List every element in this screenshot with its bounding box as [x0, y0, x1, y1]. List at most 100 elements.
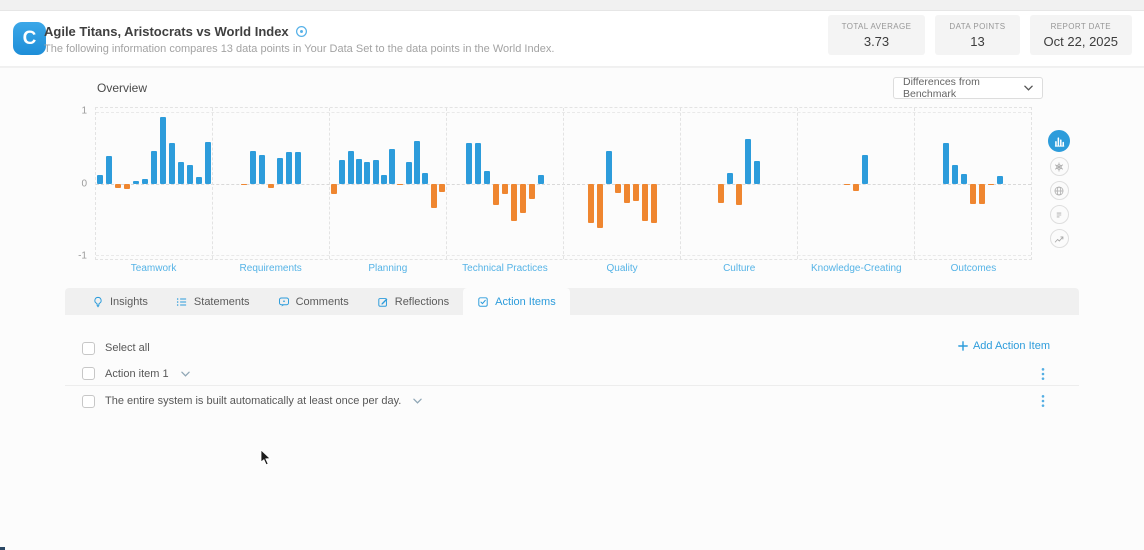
- info-icon[interactable]: [295, 25, 308, 38]
- bar-slot: [371, 108, 379, 259]
- action-item-checkbox[interactable]: [82, 394, 95, 408]
- bar[interactable]: [115, 183, 122, 189]
- action-item-checkbox[interactable]: [82, 367, 95, 380]
- tab-label: Reflections: [394, 295, 450, 308]
- bar[interactable]: [952, 164, 958, 184]
- bar[interactable]: [529, 183, 535, 200]
- radar-chart-icon[interactable]: [1049, 157, 1069, 176]
- bar[interactable]: [380, 174, 387, 184]
- bar-chart-icon[interactable]: [1048, 130, 1070, 152]
- bar[interactable]: [295, 152, 301, 184]
- bar[interactable]: [142, 179, 149, 184]
- distribution-icon[interactable]: [1049, 205, 1069, 224]
- edit-icon: [377, 296, 389, 308]
- bar[interactable]: [364, 162, 371, 184]
- bar[interactable]: [150, 151, 157, 184]
- kebab-menu-icon[interactable]: [1037, 365, 1049, 382]
- bar[interactable]: [204, 142, 211, 184]
- bar[interactable]: [979, 183, 985, 205]
- bar-slot: [631, 108, 640, 259]
- stat-box-data-points: DATA POINTS 13: [935, 15, 1020, 55]
- bar[interactable]: [614, 183, 621, 193]
- bar[interactable]: [587, 183, 594, 223]
- bar[interactable]: [97, 174, 104, 184]
- bar[interactable]: [538, 174, 544, 184]
- bar[interactable]: [502, 183, 508, 195]
- kebab-menu-icon[interactable]: [1037, 393, 1049, 410]
- bar[interactable]: [997, 175, 1003, 184]
- bar-slot: [474, 108, 483, 259]
- bar[interactable]: [862, 155, 868, 184]
- bar[interactable]: [943, 142, 949, 184]
- bar[interactable]: [754, 160, 760, 184]
- action-item-row: Action item 1: [65, 362, 1079, 386]
- bar[interactable]: [277, 157, 283, 184]
- bar[interactable]: [124, 183, 131, 190]
- bar[interactable]: [475, 142, 481, 184]
- bar[interactable]: [745, 139, 751, 184]
- tab-insights[interactable]: Insights: [78, 288, 162, 315]
- tab-statements[interactable]: Statements: [162, 288, 264, 315]
- bar[interactable]: [632, 183, 639, 202]
- bar[interactable]: [484, 170, 490, 184]
- bar[interactable]: [641, 183, 648, 221]
- bar[interactable]: [241, 183, 247, 185]
- bar[interactable]: [339, 160, 346, 184]
- bar[interactable]: [961, 174, 967, 184]
- bar[interactable]: [168, 142, 175, 184]
- bar[interactable]: [493, 183, 499, 205]
- select-all-checkbox[interactable]: [82, 341, 95, 355]
- trend-icon[interactable]: [1049, 229, 1069, 248]
- add-action-item-button[interactable]: Add Action Item: [958, 340, 1050, 352]
- bar[interactable]: [718, 183, 724, 203]
- benchmark-dropdown[interactable]: Differences from Benchmark: [893, 76, 1043, 100]
- bar[interactable]: [186, 164, 193, 184]
- bar[interactable]: [422, 172, 429, 184]
- bar[interactable]: [650, 183, 657, 223]
- bar[interactable]: [268, 183, 274, 188]
- bar-slot: [347, 108, 355, 259]
- bar[interactable]: [259, 155, 265, 184]
- bar[interactable]: [520, 183, 526, 214]
- bar[interactable]: [397, 183, 404, 185]
- bar[interactable]: [605, 151, 612, 184]
- bar[interactable]: [159, 117, 166, 184]
- bar[interactable]: [250, 151, 256, 184]
- bar[interactable]: [195, 177, 202, 184]
- bar[interactable]: [727, 172, 733, 184]
- bar[interactable]: [736, 183, 742, 205]
- bar[interactable]: [430, 183, 437, 209]
- bar-slot: [338, 108, 346, 259]
- chevron-down-icon[interactable]: [180, 371, 190, 377]
- bar[interactable]: [133, 180, 140, 184]
- tab-action-items[interactable]: Action Items: [463, 288, 570, 315]
- bar-slot: [537, 108, 546, 259]
- bar[interactable]: [511, 183, 517, 221]
- bar[interactable]: [438, 183, 445, 193]
- bar[interactable]: [853, 183, 859, 191]
- bar[interactable]: [347, 151, 354, 184]
- bar[interactable]: [106, 156, 113, 184]
- bar[interactable]: [372, 160, 379, 184]
- bar[interactable]: [623, 183, 630, 204]
- tab-reflections[interactable]: Reflections: [363, 288, 463, 315]
- category-label-teamwork: Teamwork: [130, 263, 177, 274]
- bar[interactable]: [389, 149, 396, 184]
- bar[interactable]: [177, 162, 184, 184]
- bar-slot: [492, 108, 501, 259]
- bar[interactable]: [405, 162, 412, 184]
- bar[interactable]: [844, 183, 850, 185]
- bar[interactable]: [970, 183, 976, 205]
- bar[interactable]: [596, 183, 603, 229]
- bar-slot: [483, 108, 492, 259]
- tab-comments[interactable]: Comments: [264, 288, 363, 315]
- bar[interactable]: [356, 158, 363, 184]
- bar[interactable]: [466, 142, 472, 184]
- bar[interactable]: [331, 183, 338, 195]
- globe-icon[interactable]: [1049, 181, 1069, 200]
- bar-slot: [726, 108, 735, 259]
- chevron-down-icon[interactable]: [413, 398, 423, 404]
- bar[interactable]: [988, 183, 994, 185]
- bar[interactable]: [413, 140, 420, 184]
- bar[interactable]: [286, 152, 292, 184]
